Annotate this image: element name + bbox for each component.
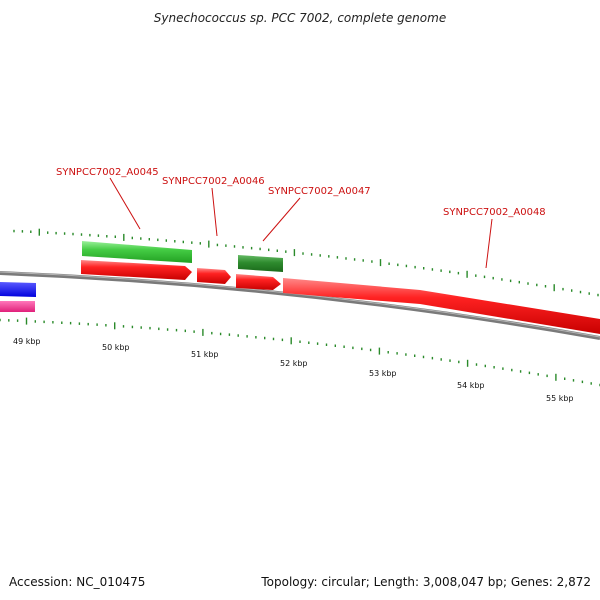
leader-line-A0046 [211,187,218,237]
scale-label-52kbp: 52 kbp [280,359,308,368]
blue-feature[interactable] [0,282,36,297]
genome-backbone [0,271,600,340]
scale-label-50kbp: 50 kbp [102,343,130,352]
scale-label-53kbp: 53 kbp [369,369,397,378]
cds-arrow-A0048[interactable] [283,278,600,334]
gene-label-A0048[interactable]: SYNPCC7002_A0048 [443,207,546,218]
gene-label-A0045[interactable]: SYNPCC7002_A0045 [56,167,159,178]
leader-line-A0048 [485,218,493,269]
scale-label-55kbp: 55 kbp [546,394,574,403]
scale-label-49kbp: 49 kbp [13,337,41,346]
map-title: Synechococcus sp. PCC 7002, complete gen… [154,11,446,25]
gene-green-A0045[interactable] [82,241,192,263]
cds-arrow-A0045[interactable] [81,260,192,280]
gene-dark-green-A0047[interactable] [238,255,283,272]
outer-tick-track [13,228,599,297]
scale-label-51kbp: 51 kbp [191,350,219,359]
leader-line-A0045 [109,177,141,230]
gene-label-A0046[interactable]: SYNPCC7002_A0046 [162,176,265,187]
leader-line-A0047 [262,197,301,242]
pink-feature[interactable] [0,301,35,312]
gene-label-A0047[interactable]: SYNPCC7002_A0047 [268,186,371,197]
genome-summary-text: Topology: circular; Length: 3,008,047 bp… [260,575,591,589]
cds-arrow-A0046[interactable] [197,268,231,284]
accession-text: Accession: NC_010475 [9,575,145,589]
scale-label-54kbp: 54 kbp [457,381,485,390]
cds-arrow-A0047[interactable] [236,274,281,290]
inner-tick-track [0,317,600,387]
